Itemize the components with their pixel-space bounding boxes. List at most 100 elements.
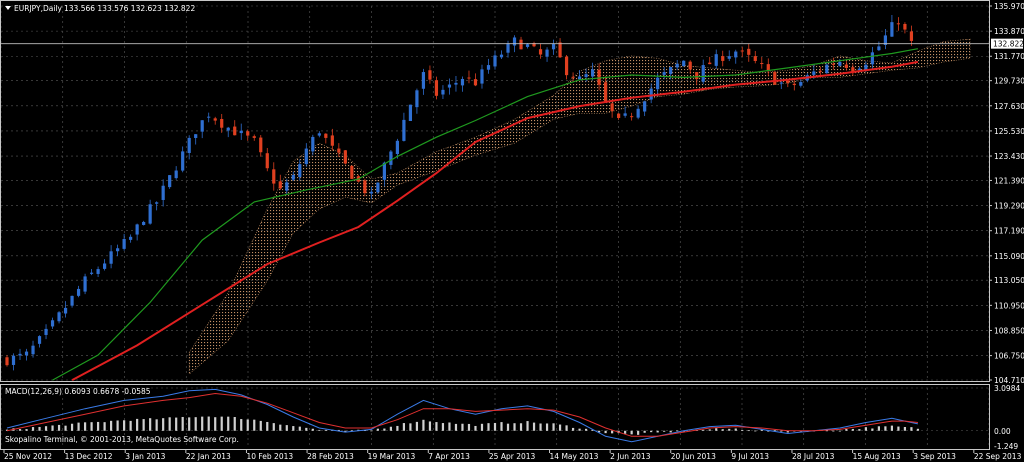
dropdown-triangle-icon[interactable] <box>5 6 11 10</box>
candle-body <box>682 60 686 67</box>
macd-histogram-bar <box>305 427 308 431</box>
candle-body <box>116 248 120 252</box>
candle-body <box>363 180 367 194</box>
candle-body <box>402 119 406 141</box>
macd-histogram-bar <box>545 423 549 431</box>
candle-body <box>773 72 777 85</box>
price-axis-label: 125.530 <box>994 127 1024 136</box>
ohlc-values: 133.566 133.576 132.623 132.822 <box>64 4 195 13</box>
macd-histogram-bar <box>110 420 113 431</box>
candle-body <box>623 113 627 116</box>
macd-histogram-bar <box>786 430 789 433</box>
macd-histogram-bar <box>513 423 516 431</box>
candle-body <box>408 104 413 122</box>
macd-histogram-bar <box>611 430 614 434</box>
macd-histogram-bar <box>103 422 106 431</box>
macd-histogram-bar <box>155 419 158 431</box>
time-axis-label: 28 Jul 2013 <box>792 452 835 461</box>
macd-histogram-bar <box>532 422 536 431</box>
macd-histogram-bar <box>344 430 347 432</box>
candle-body <box>877 46 881 51</box>
price-axis-label: 135.970 <box>994 2 1024 11</box>
price-axis-label: 113.050 <box>994 276 1024 285</box>
candle-body <box>643 101 647 112</box>
macd-histogram-bar <box>663 430 666 432</box>
price-axis-label: 131.770 <box>994 52 1024 61</box>
candle-body <box>5 357 9 366</box>
candle-body <box>460 78 465 86</box>
macd-histogram-bar <box>123 420 126 431</box>
candle-body <box>545 49 549 57</box>
candle-body <box>610 103 614 111</box>
macd-histogram-bar <box>773 429 776 431</box>
macd-histogram-bar <box>57 424 61 431</box>
candle-body <box>207 116 211 118</box>
macd-histogram-bar <box>207 416 210 431</box>
macd-histogram-bar <box>832 430 835 432</box>
macd-histogram-bar <box>415 421 419 431</box>
candle-body <box>519 39 523 50</box>
macd-histogram-bar <box>526 421 529 431</box>
candle-body <box>259 137 263 153</box>
candle-body <box>799 82 803 86</box>
macd-histogram-bar <box>428 421 432 431</box>
candle-body <box>909 31 914 41</box>
price-axis-label: 110.950 <box>994 301 1024 310</box>
macd-histogram-bar <box>448 422 451 431</box>
candle-body <box>740 50 744 52</box>
candle-body <box>135 224 139 235</box>
macd-histogram-bar <box>454 423 458 431</box>
macd-histogram-bar <box>578 428 581 431</box>
price-axis-label: 106.750 <box>994 352 1024 361</box>
candle-body <box>551 43 556 50</box>
candle-body <box>246 131 250 136</box>
macd-histogram-bar <box>858 429 861 431</box>
candle-body <box>558 42 562 58</box>
candle-body <box>571 76 575 78</box>
candle-body <box>70 295 74 306</box>
candle-body <box>31 345 35 355</box>
candle-body <box>669 66 673 75</box>
macd-histogram-bar <box>877 426 880 431</box>
chart-header: EURJPY,Daily 133.566 133.576 132.623 132… <box>5 4 195 13</box>
candle-body <box>617 113 621 118</box>
macd-histogram-bar <box>285 425 288 431</box>
candle-body <box>864 64 868 71</box>
candle-body <box>389 151 393 165</box>
candle-body <box>890 22 894 37</box>
candle-body <box>760 63 764 65</box>
candle-body <box>278 181 282 189</box>
macd-histogram-bar <box>70 423 74 431</box>
candle-body <box>272 169 276 184</box>
macd-histogram-bar <box>558 424 562 431</box>
macd-histogram-bar <box>96 421 100 431</box>
candle-body <box>512 37 517 46</box>
time-axis-label: 28 Feb 2013 <box>307 452 354 461</box>
candle-body <box>337 148 341 153</box>
macd-histogram-bar <box>500 422 503 431</box>
candle-body <box>818 70 822 72</box>
candle-body <box>486 65 491 70</box>
candle-body <box>766 64 770 71</box>
candle-body <box>187 137 191 153</box>
macd-histogram-bar <box>708 429 711 431</box>
time-axis-label: 2 Jun 2013 <box>610 452 651 461</box>
macd-histogram-bar <box>838 430 841 432</box>
candle-body <box>89 272 94 274</box>
candle-body <box>786 80 790 84</box>
candle-body <box>18 353 22 356</box>
macd-histogram-bar <box>402 423 406 431</box>
macd-histogram-bar <box>637 430 640 435</box>
candle-body <box>525 44 530 47</box>
macd-histogram-bar <box>311 428 314 431</box>
macd-histogram-bar <box>31 427 35 431</box>
candle-body <box>330 135 334 146</box>
macd-histogram-bar <box>669 430 672 433</box>
macd-histogram-bar <box>51 425 54 431</box>
macd-histogram-bar <box>871 428 874 431</box>
macd-histogram-bar <box>571 427 575 431</box>
candle-body <box>564 56 569 76</box>
time-axis-label: 10 Feb 2013 <box>246 452 293 461</box>
macd-histogram-bar <box>246 419 249 431</box>
macd-histogram-bar <box>266 421 269 431</box>
